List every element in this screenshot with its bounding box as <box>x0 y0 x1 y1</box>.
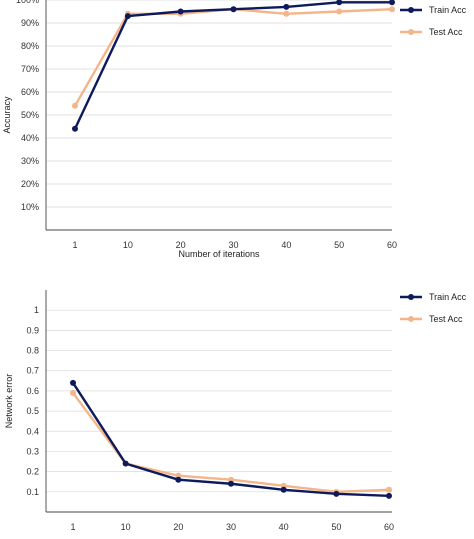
x-tick-label: 20 <box>176 240 186 250</box>
data-point-train <box>177 8 184 15</box>
x-tick-label: 50 <box>331 522 341 532</box>
y-tick-label: 0.4 <box>26 426 39 436</box>
y-tick-label: 80% <box>21 41 39 51</box>
y-tick-label: 70% <box>21 64 39 74</box>
legend-label: Test Acc <box>429 27 463 37</box>
x-tick-label: 10 <box>121 522 131 532</box>
x-tick-label: 20 <box>173 522 183 532</box>
data-point-train <box>336 0 343 6</box>
data-point-train <box>386 492 392 499</box>
x-tick-label: 1 <box>70 522 75 532</box>
x-tick-label: 1 <box>72 240 77 250</box>
y-tick-label: 0.2 <box>26 467 39 477</box>
data-point-test <box>336 8 343 15</box>
y-tick-label: 40% <box>21 133 39 143</box>
chart-2: 0.1 0.2 0.3 0.4 0.5 0.6 0.7 0.8 0.9 1 1 10 20 30 40 50 6… <box>4 290 467 532</box>
y-tick-label: 20% <box>21 179 39 189</box>
y-tick-label: 60% <box>21 87 39 97</box>
data-point-train <box>333 490 340 497</box>
x-tick-label: 40 <box>279 522 289 532</box>
x-tick-label: 10 <box>123 240 133 250</box>
data-point-train <box>72 125 78 132</box>
x-tick-label: 60 <box>387 240 397 250</box>
data-point-train <box>175 476 182 483</box>
y-tick-label: 100% <box>16 0 39 5</box>
x-tick-label: 30 <box>226 522 236 532</box>
data-point-train <box>283 3 290 10</box>
y-tick-label: 0.5 <box>26 406 39 416</box>
data-point-test <box>283 10 290 17</box>
series-line-test <box>73 7 393 107</box>
y-tick-label: 0.1 <box>26 487 39 497</box>
y-tick-label: 0.3 <box>26 446 39 456</box>
chart-1: 10% 20% 30% 40% 50% 60% 70% 80% 90% 100% 1 10 20 30 40… <box>2 0 467 259</box>
data-point-train <box>230 6 237 13</box>
y-tick-label: 0.9 <box>26 325 39 335</box>
data-point-test <box>70 389 76 396</box>
x-tick-label: 40 <box>281 240 291 250</box>
data-point-train <box>124 13 131 20</box>
data-point-train <box>389 0 395 6</box>
data-point-test <box>386 486 392 493</box>
y-tick-label: 50% <box>21 110 39 120</box>
data-point-train <box>70 379 76 386</box>
data-point-train <box>280 486 287 493</box>
legend-label: Test Acc <box>429 314 463 324</box>
y-axis-label: Network error <box>4 374 14 429</box>
legend-marker <box>408 316 414 322</box>
x-tick-label: 30 <box>228 240 238 250</box>
data-point-train <box>122 460 129 467</box>
y-tick-label: 10% <box>21 202 39 212</box>
x-tick-label: 50 <box>334 240 344 250</box>
x-axis-label: Number of iterations <box>178 249 260 259</box>
data-point-train <box>228 480 234 487</box>
y-tick-label: 0.8 <box>26 346 39 356</box>
data-point-test <box>72 102 78 109</box>
x-tick-label: 60 <box>384 522 394 532</box>
y-tick-label: 90% <box>21 18 39 28</box>
legend-marker <box>408 7 414 13</box>
y-tick-label: 0.7 <box>26 366 39 376</box>
legend-label: Train Acc <box>429 292 467 302</box>
y-axis-label: Accuracy <box>2 96 12 134</box>
y-tick-label: 30% <box>21 156 39 166</box>
legend-marker <box>408 29 414 35</box>
legend-label: Train Acc <box>429 5 467 15</box>
y-tick-label: 0.6 <box>26 386 39 396</box>
legend-marker <box>408 294 414 300</box>
y-tick-label: 1 <box>34 305 39 315</box>
data-point-test <box>389 6 395 13</box>
